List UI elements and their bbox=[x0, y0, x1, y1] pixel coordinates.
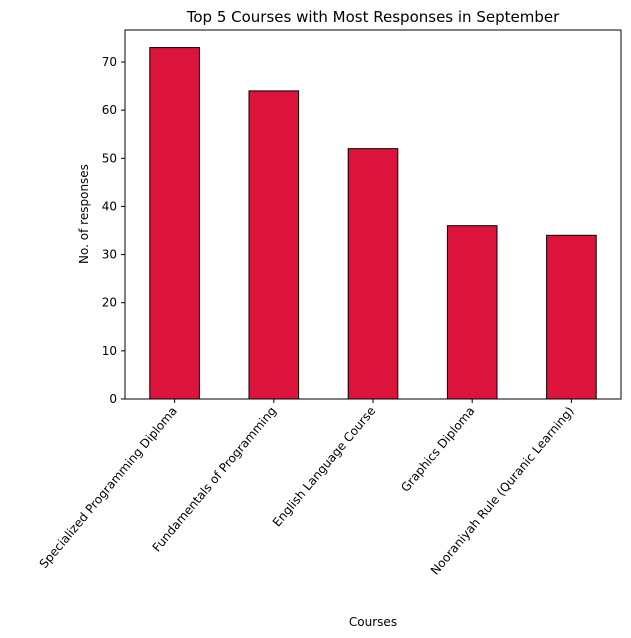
bar-1 bbox=[149, 47, 200, 400]
y-tick-label-70: 70 bbox=[102, 55, 117, 69]
y-tick-label-40: 40 bbox=[102, 199, 117, 213]
plot-area: Specialized Programming DiplomaFundament… bbox=[37, 29, 622, 578]
bar-3 bbox=[347, 148, 399, 400]
y-tick-label-30: 30 bbox=[102, 248, 117, 262]
x-tick-label-2: Fundamentals of Programming bbox=[150, 404, 280, 555]
chart-title: Top 5 Courses with Most Responses in Sep… bbox=[186, 8, 560, 26]
y-tick-label-50: 50 bbox=[102, 151, 117, 165]
x-tick-label-4: Graphics Diploma bbox=[398, 404, 477, 495]
y-axis-title: No. of responses bbox=[77, 164, 91, 264]
y-tick-label-20: 20 bbox=[102, 296, 117, 310]
y-tick-label-60: 60 bbox=[102, 103, 117, 117]
x-axis-title: Courses bbox=[349, 615, 397, 629]
axes-frame bbox=[124, 29, 622, 400]
bar-2 bbox=[248, 90, 300, 400]
x-tick-label-3: English Language Course bbox=[270, 404, 378, 529]
bar-4 bbox=[446, 225, 498, 400]
y-tick-label-0: 0 bbox=[109, 392, 117, 406]
y-tick-label-10: 10 bbox=[102, 344, 117, 358]
bar-5 bbox=[546, 234, 597, 400]
